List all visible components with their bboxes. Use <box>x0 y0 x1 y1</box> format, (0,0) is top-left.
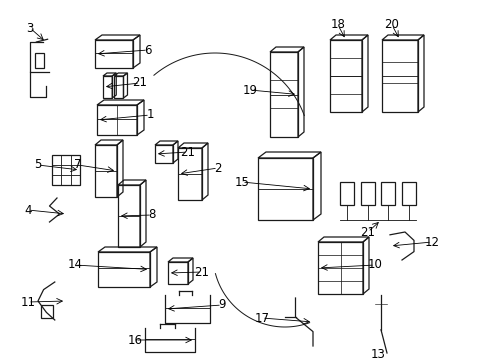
Text: 14: 14 <box>67 258 82 271</box>
Text: 21: 21 <box>132 77 147 90</box>
Text: 9: 9 <box>218 298 225 311</box>
Text: 15: 15 <box>234 175 249 189</box>
Text: 18: 18 <box>330 18 345 31</box>
Text: 1: 1 <box>146 108 153 122</box>
Text: 7: 7 <box>74 158 81 171</box>
Text: 13: 13 <box>370 348 385 360</box>
Text: 21: 21 <box>360 225 375 238</box>
Text: 4: 4 <box>24 203 32 216</box>
Text: 19: 19 <box>242 84 257 96</box>
Text: 20: 20 <box>384 18 399 31</box>
Text: 6: 6 <box>144 44 151 57</box>
Text: 10: 10 <box>367 258 382 271</box>
Text: 11: 11 <box>20 296 36 309</box>
Text: 5: 5 <box>34 158 41 171</box>
Text: 2: 2 <box>214 162 221 175</box>
Text: 16: 16 <box>127 333 142 346</box>
Text: 12: 12 <box>424 235 439 248</box>
Text: 17: 17 <box>254 311 269 324</box>
Text: 21: 21 <box>194 266 209 279</box>
Text: 3: 3 <box>26 22 34 35</box>
Text: 21: 21 <box>180 145 195 158</box>
Text: 8: 8 <box>148 208 155 221</box>
